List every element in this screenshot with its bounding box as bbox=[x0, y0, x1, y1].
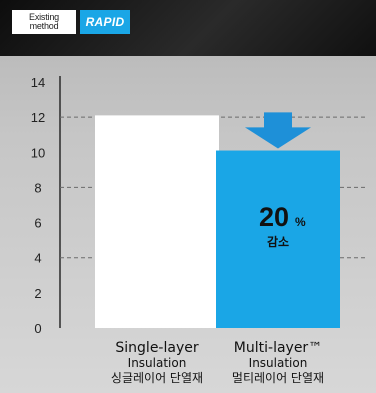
y-tick-label-2: 2 bbox=[34, 286, 41, 301]
y-tick-label-12: 12 bbox=[31, 110, 45, 125]
reduction-percent-sign: % bbox=[295, 215, 306, 229]
reduction-korean-label: 감소 bbox=[267, 234, 289, 249]
category-label-0-line-2: 싱글레이어 단열재 bbox=[111, 371, 203, 385]
y-tick-label-6: 6 bbox=[34, 216, 41, 231]
category-label-0-line-0: Single-layer bbox=[115, 340, 198, 356]
y-tick-label-14: 14 bbox=[31, 75, 45, 90]
bar-single-layer bbox=[95, 115, 219, 328]
y-tick-label-4: 4 bbox=[34, 251, 41, 266]
y-tick-label-10: 10 bbox=[31, 145, 45, 160]
bar-multi-layer bbox=[216, 150, 340, 328]
y-tick-label-8: 8 bbox=[34, 180, 41, 195]
legend-rapid: RAPID bbox=[80, 10, 130, 34]
legend-rapid-label: RAPID bbox=[85, 15, 125, 29]
category-label-1-line-1: Insulation bbox=[249, 356, 308, 370]
category-label-1-line-2: 멀티레이어 단열재 bbox=[232, 371, 324, 385]
category-label-0-line-1: Insulation bbox=[128, 356, 187, 370]
down-arrow-icon bbox=[245, 112, 311, 149]
legend-existing-method: Existing method bbox=[12, 10, 76, 34]
y-tick-label-0: 0 bbox=[34, 321, 41, 336]
legend-existing-label: Existing method bbox=[29, 12, 59, 31]
reduction-percent-label: 20 bbox=[259, 202, 289, 232]
category-label-1-line-0: Multi-layer™ bbox=[234, 340, 322, 356]
